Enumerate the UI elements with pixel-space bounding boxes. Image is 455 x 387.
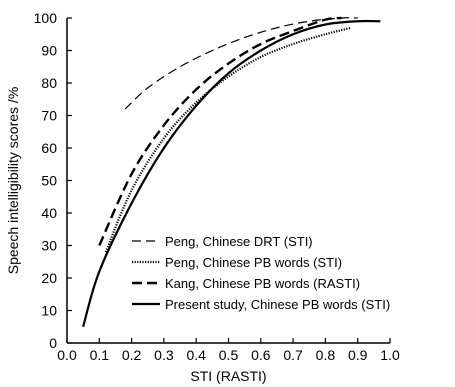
x-tick-label: 0.0 [57, 347, 77, 363]
y-tick-label: 0 [49, 335, 57, 351]
legend-label-1: Peng, Chinese DRT (STI) [165, 234, 313, 249]
x-tick-label: 0.7 [283, 347, 303, 363]
x-tick-label: 0.8 [316, 347, 336, 363]
axes [66, 18, 390, 344]
x-tick-label: 1.0 [380, 347, 400, 363]
x-tick-label: 0.2 [122, 347, 142, 363]
x-ticks: 0.0 0.1 0.2 0.3 0.4 0.5 0.6 0.7 0.8 0.9 1.0 [57, 338, 400, 363]
x-axis-label: STI (RASTI) [190, 368, 266, 384]
y-tick-label: 30 [41, 238, 57, 254]
y-tick-label: 80 [41, 75, 57, 91]
x-tick-label: 0.1 [90, 347, 110, 363]
x-tick-label: 0.3 [154, 347, 174, 363]
y-tick-label: 40 [41, 205, 57, 221]
x-tick-label: 0.4 [186, 347, 206, 363]
legend: Peng, Chinese DRT (STI) Peng, Chinese PB … [132, 234, 390, 312]
legend-label-3: Kang, Chinese PB words (RASTI) [165, 276, 360, 291]
series-layer [82, 16, 381, 328]
y-tick-label: 10 [41, 303, 57, 319]
legend-label-4: Present study, Chinese PB words (STI) [165, 297, 390, 312]
y-tick-label: 60 [41, 140, 57, 156]
y-ticks: 0 10 20 30 40 50 60 70 80 90 100 [34, 10, 72, 351]
series-line-3 [98, 16, 342, 246]
y-tick-label: 70 [41, 108, 57, 124]
x-tick-label: 0.5 [219, 347, 239, 363]
y-tick-label: 20 [41, 270, 57, 286]
y-tick-label: 50 [41, 173, 57, 189]
y-tick-label: 100 [34, 10, 58, 26]
x-tick-label: 0.6 [251, 347, 271, 363]
series-line-2 [104, 26, 352, 253]
x-tick-label: 0.9 [348, 347, 368, 363]
series-line-4 [82, 19, 381, 328]
y-axis-label: Speech intelligibility scores /% [5, 87, 21, 275]
legend-label-2: Peng, Chinese PB words (STI) [165, 255, 342, 270]
y-tick-label: 90 [41, 43, 57, 59]
series-line-1 [124, 17, 358, 110]
